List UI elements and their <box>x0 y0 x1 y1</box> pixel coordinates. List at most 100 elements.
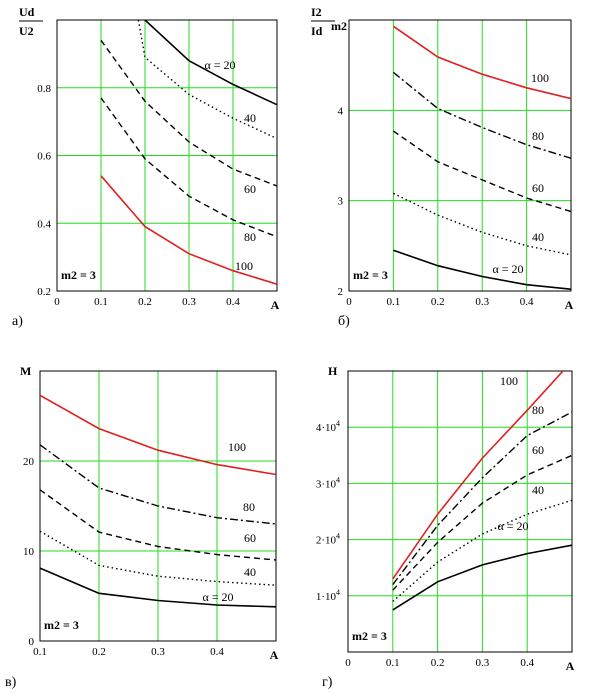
series-line <box>100 39 277 187</box>
series-label: 80 <box>244 230 256 244</box>
plot-frame <box>56 19 278 292</box>
x-tick-label: 0.4 <box>226 296 240 308</box>
y-axis-label: M <box>20 364 31 378</box>
series-line <box>40 444 276 525</box>
series-label: 100 <box>500 374 518 388</box>
series-label: 60 <box>244 182 256 196</box>
series-line <box>393 249 571 290</box>
chart-caption: г) <box>322 675 333 690</box>
y-tick-label: 0.6 <box>37 151 51 163</box>
series-line <box>392 454 572 591</box>
series-label: α = 20 <box>204 58 235 72</box>
series-label: α = 20 <box>202 590 233 604</box>
x-tick-label: 0.1 <box>387 296 401 308</box>
series-label: 80 <box>243 500 255 514</box>
y-tick-label: 2 <box>338 286 344 298</box>
series-line <box>393 130 571 213</box>
y-tick-label: 0 <box>29 636 35 648</box>
series-line <box>40 567 276 608</box>
series-label: 40 <box>244 111 256 125</box>
series-label: 100 <box>228 440 246 454</box>
series-label: 100 <box>235 259 253 273</box>
annotation: m2 = 3 <box>44 618 79 632</box>
y-tick-label: 4 <box>338 105 344 117</box>
series-label: 40 <box>532 230 544 244</box>
series-line <box>392 71 571 159</box>
series-label: α = 20 <box>492 262 523 276</box>
y-axis-label: H <box>328 364 338 378</box>
chart-caption: б) <box>338 314 350 329</box>
series-line <box>392 371 564 580</box>
x-tick-label: 0.4 <box>210 646 224 658</box>
x-tick-label: 0 <box>346 296 352 308</box>
y-axis-label-top: Ud <box>19 5 35 19</box>
series-label: α = 20 <box>497 519 528 533</box>
y-axis-label-bottom: Id <box>311 24 323 38</box>
y-tick-label: 3 <box>338 196 344 208</box>
annotation: m2 = 3 <box>353 268 388 282</box>
series-line <box>393 192 571 256</box>
chart-caption: в) <box>5 675 17 690</box>
y-tick-label: 4·104 <box>316 419 340 434</box>
chart-g: 100 80 60 40 α = 20 0 0.1 0.2 0.3 0.4 1·104 2·104 3·… <box>316 364 575 690</box>
series-line <box>40 394 276 476</box>
x-axis-label: A <box>565 298 574 312</box>
y-axis-label-bottom: U2 <box>19 24 34 38</box>
series-label: 60 <box>244 531 256 545</box>
x-tick-label: 0.1 <box>386 657 400 669</box>
series-line <box>392 411 572 586</box>
series-line <box>144 20 277 106</box>
x-tick-label: 0.4 <box>520 296 534 308</box>
x-tick-label: 0.1 <box>33 646 47 658</box>
x-tick-label: 0.3 <box>476 657 490 669</box>
series-label: 60 <box>532 181 544 195</box>
series-label: 40 <box>244 565 256 579</box>
series-line <box>40 489 276 561</box>
chart-v: 100 80 60 40 α = 20 0.1 0.2 0.3 0.4 0 10 20 A Mm2 = 3… <box>5 364 279 690</box>
series-line <box>100 97 277 238</box>
series-label: 60 <box>532 443 544 457</box>
chart-a: α = 20 40 60 80 100 0 0.1 0.2 0.3 0.4 0.2 0.4 0.6 0.8… <box>12 5 280 329</box>
y-axis-label-suffix: m2 <box>331 19 347 33</box>
y-tick-label: 0.4 <box>37 218 51 230</box>
plot-frame <box>39 370 277 642</box>
x-tick-label: 0.2 <box>431 296 445 308</box>
series-line <box>137 20 277 140</box>
series-line <box>392 544 572 611</box>
y-tick-label: 10 <box>23 546 35 558</box>
series-line <box>392 25 571 100</box>
x-axis-label: A <box>270 648 279 662</box>
x-tick-label: 0.3 <box>475 296 489 308</box>
y-tick-label: 0.8 <box>37 83 51 95</box>
x-tick-label: 0.2 <box>138 296 152 308</box>
plot-frame <box>347 370 573 653</box>
series-label: 80 <box>532 129 544 143</box>
y-tick-label: 1·104 <box>316 588 340 603</box>
x-tick-label: 0.3 <box>151 646 165 658</box>
x-tick-label: 0.2 <box>431 657 445 669</box>
y-tick-label: 20 <box>23 456 35 468</box>
y-axis-label-top: I2 <box>311 5 322 19</box>
x-tick-label: 0.1 <box>94 296 108 308</box>
series-line <box>100 175 277 285</box>
y-tick-label: 2·104 <box>316 532 340 547</box>
series-label: 100 <box>531 71 549 85</box>
series-label: 80 <box>532 403 544 417</box>
x-tick-label: 0.4 <box>520 657 534 669</box>
series-label: 40 <box>532 483 544 497</box>
chart-b: 100 80 60 40 α = 20 0 0.1 0.2 0.3 0.4 2 3 4 A I2 Id m2 m2… <box>311 5 574 329</box>
x-tick-label: 0 <box>54 296 60 308</box>
annotation: m2 = 3 <box>352 629 387 643</box>
x-axis-label: A <box>271 298 280 312</box>
series-line <box>40 530 276 586</box>
chart-caption: а) <box>12 314 23 329</box>
x-tick-label: 0.3 <box>182 296 196 308</box>
x-tick-label: 0.2 <box>92 646 106 658</box>
x-axis-label: A <box>566 659 575 673</box>
y-tick-label: 0.2 <box>37 286 51 298</box>
x-tick-label: 0 <box>345 657 351 669</box>
annotation: m2 = 3 <box>61 268 96 282</box>
plot-frame <box>348 19 572 292</box>
y-tick-label: 3·104 <box>316 475 340 490</box>
